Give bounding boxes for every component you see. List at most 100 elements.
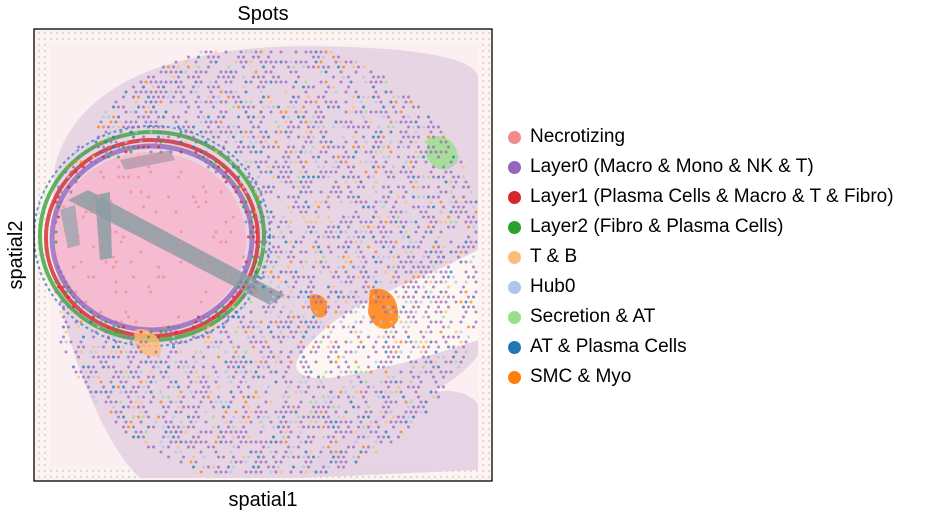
spot [352, 305, 355, 309]
spot [192, 425, 195, 429]
spot [212, 135, 215, 139]
spot [309, 130, 313, 134]
spot [229, 440, 233, 444]
spot [262, 445, 265, 449]
spot [244, 220, 248, 224]
spot [224, 50, 228, 54]
spot [397, 95, 400, 99]
spot [279, 420, 283, 424]
spot [112, 355, 115, 359]
spot [294, 70, 298, 74]
spot [312, 405, 315, 409]
spot [247, 335, 250, 339]
spot [282, 115, 285, 119]
spot [207, 165, 210, 169]
spot [267, 415, 270, 419]
spot [454, 360, 458, 364]
spot [279, 270, 283, 274]
spot [464, 200, 468, 204]
spot [299, 160, 303, 164]
spot [409, 260, 413, 264]
spot [432, 145, 435, 149]
spot [357, 375, 360, 379]
spot [239, 440, 243, 444]
spot [112, 145, 115, 149]
spot [302, 415, 305, 419]
spot [147, 375, 150, 379]
spot [304, 60, 308, 64]
spot [214, 230, 218, 234]
spot [277, 165, 280, 169]
spot [264, 130, 268, 134]
spot [182, 425, 185, 429]
spot [227, 75, 230, 79]
spot [104, 400, 108, 404]
spot [367, 385, 370, 389]
spot [332, 435, 335, 439]
spot [292, 245, 295, 249]
spot [264, 230, 268, 234]
spot [437, 125, 440, 129]
spot [202, 315, 205, 319]
spot [469, 260, 473, 264]
spot [354, 350, 358, 354]
spot [249, 440, 253, 444]
spot [92, 315, 95, 319]
spot [174, 380, 178, 384]
spot [279, 250, 283, 254]
spot [124, 420, 128, 424]
spot [429, 150, 433, 154]
spot [389, 410, 393, 414]
spot [437, 175, 440, 179]
spot [344, 140, 348, 144]
spot [284, 240, 288, 244]
spot [392, 375, 395, 379]
spot [367, 415, 370, 419]
y-axis-label: spatial2 [5, 221, 27, 290]
spot [172, 125, 175, 129]
spot [414, 120, 418, 124]
spot [439, 270, 443, 274]
spot [302, 335, 305, 339]
spot [292, 205, 295, 209]
spot [424, 290, 428, 294]
spot [162, 395, 165, 399]
spot [167, 395, 170, 399]
spot [122, 425, 125, 429]
spot [444, 290, 448, 294]
spot [299, 360, 303, 364]
spot [264, 410, 268, 414]
spot [314, 410, 318, 414]
spot [417, 115, 420, 119]
spot [322, 55, 325, 59]
spot [302, 455, 305, 459]
spot [177, 65, 180, 69]
spot [424, 280, 428, 284]
spot [264, 60, 268, 64]
spot [217, 375, 220, 379]
spot [337, 295, 340, 299]
spot [122, 335, 125, 339]
spot [452, 195, 455, 199]
spot [247, 285, 250, 289]
spot [457, 205, 460, 209]
spot [304, 390, 308, 394]
spot [197, 315, 200, 319]
spot [404, 310, 408, 314]
spot [312, 295, 315, 299]
spot [177, 385, 180, 389]
spot [447, 305, 450, 309]
spot [402, 305, 405, 309]
spot [267, 385, 270, 389]
spot [219, 240, 223, 244]
spot [129, 340, 133, 344]
spot [147, 115, 150, 119]
spot [299, 170, 303, 174]
spot [112, 135, 115, 139]
spot [432, 175, 435, 179]
spot [249, 180, 253, 184]
spot [424, 360, 428, 364]
spot [309, 280, 313, 284]
spot [199, 120, 203, 124]
spot [249, 310, 253, 314]
